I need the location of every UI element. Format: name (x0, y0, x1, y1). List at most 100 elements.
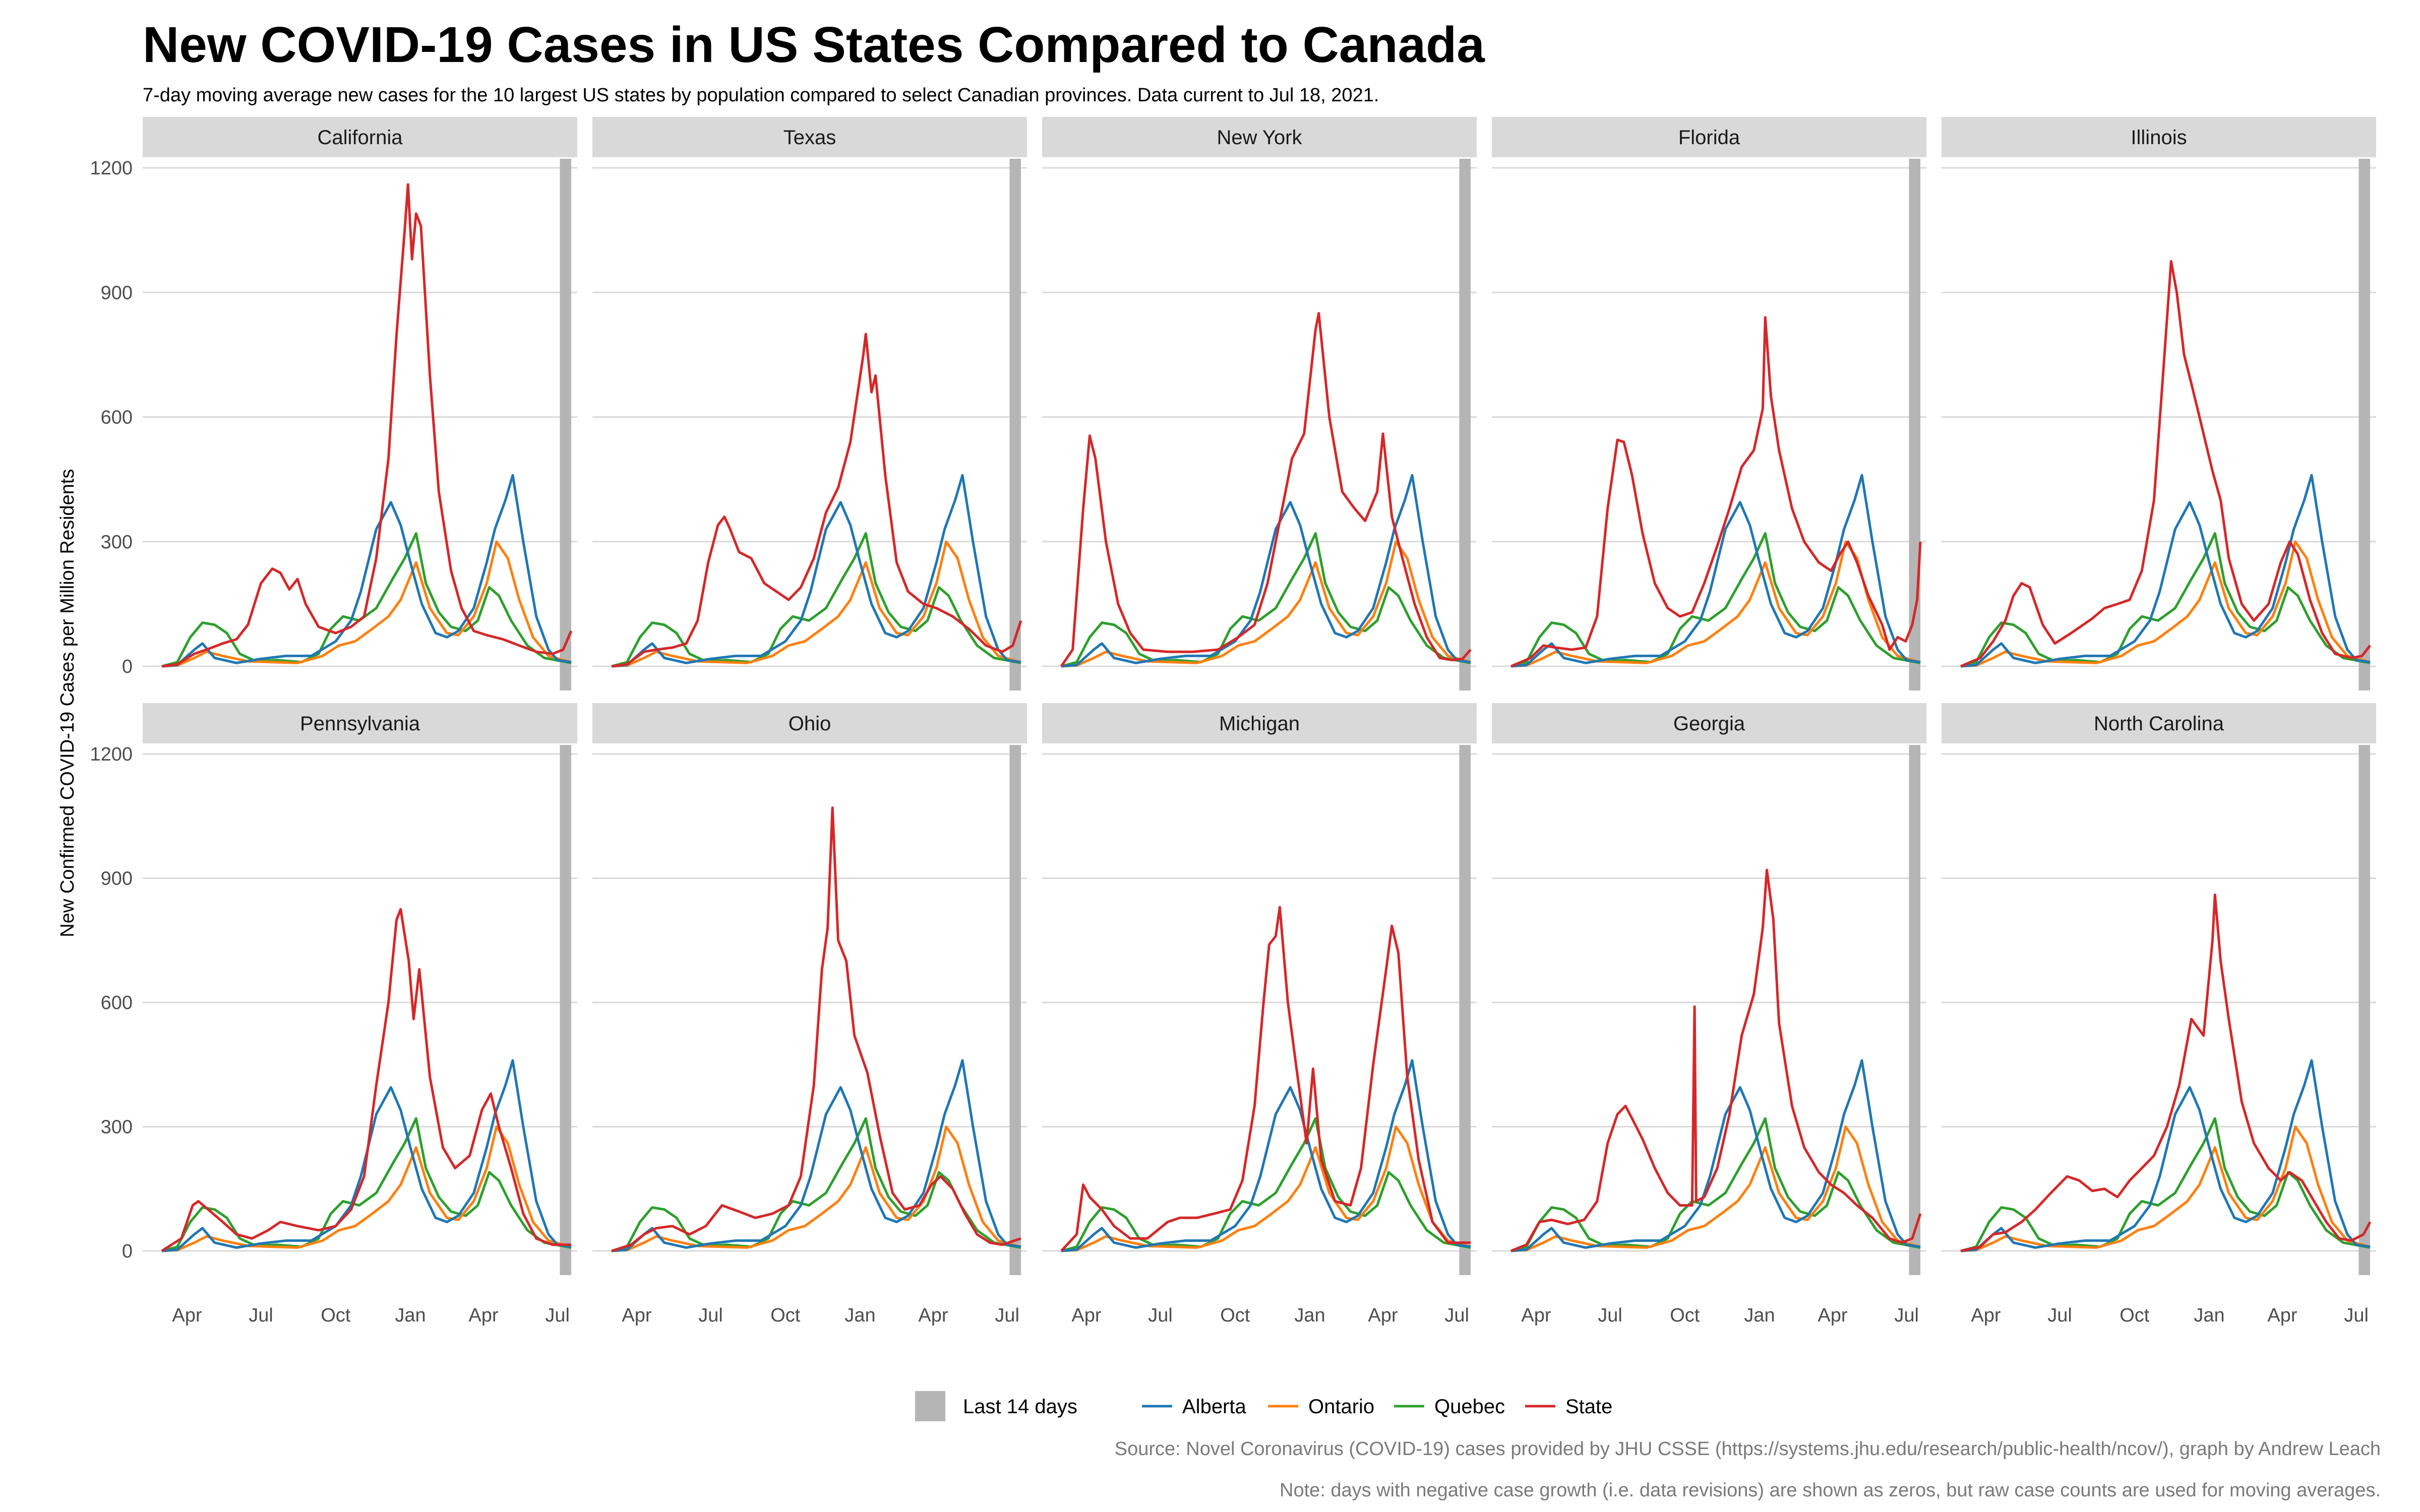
y-tick-label: 600 (101, 992, 133, 1014)
x-tick-label: Apr (2267, 1305, 2297, 1326)
facet-strip-label: Pennsylvania (300, 713, 420, 735)
series-line-quebec (1061, 1117, 1471, 1252)
facet-strip-label: Georgia (1673, 713, 1745, 735)
y-tick-label: 300 (101, 532, 133, 553)
series-line-alberta (1510, 474, 1921, 668)
series-line-state (611, 806, 1021, 1252)
facet-strip (143, 117, 577, 157)
x-tick-label: Jul (2047, 1305, 2072, 1326)
legend-key-last-14-days (915, 1391, 945, 1421)
series-line-ontario (1061, 540, 1471, 668)
series-line-ontario (611, 1125, 1021, 1252)
series-line-state (1510, 868, 1922, 1252)
series-line-quebec (1960, 1117, 2371, 1252)
facet-strip-label: New York (1217, 127, 1303, 149)
facet-strip (1492, 703, 1926, 743)
last-14-days-band (2358, 159, 2370, 690)
x-tick-label: Jul (1894, 1305, 1919, 1326)
series-line-quebec (161, 532, 572, 668)
legend-label: Ontario (1308, 1396, 1374, 1418)
legend-label: Quebec (1434, 1396, 1505, 1418)
x-tick-label: Apr (1368, 1305, 1398, 1326)
revision-note: Note: days with negative case growth (i.… (1280, 1480, 2381, 1501)
facet-strip (1042, 117, 1477, 157)
facet-panel-california: California 0 300 600 900 1200 (90, 117, 577, 690)
series-line-ontario (161, 1125, 572, 1252)
y-tick-label: 900 (101, 282, 133, 303)
x-tick-label: Oct (1220, 1305, 1250, 1326)
series-line-state (1960, 893, 2372, 1252)
chart-title: New COVID-19 Cases in US States Compared… (143, 17, 1485, 73)
series-line-quebec (1061, 532, 1471, 668)
facet-strip (592, 703, 1027, 743)
x-tick-label: Apr (1521, 1305, 1551, 1326)
facet-strip (592, 117, 1027, 157)
facet-panel-texas: Texas (592, 117, 1027, 690)
y-tick-label: 0 (122, 656, 133, 677)
x-tick-label: Jan (1744, 1305, 1775, 1326)
series-line-state (1960, 260, 2371, 668)
series-line-quebec (1510, 1117, 1921, 1252)
x-tick-label: Apr (1071, 1305, 1101, 1326)
x-tick-label: Apr (468, 1305, 498, 1326)
facet-strip-label: California (318, 127, 403, 149)
x-tick-label: Jul (1148, 1305, 1173, 1326)
series-line-alberta (161, 474, 572, 668)
series-line-quebec (1510, 532, 1921, 668)
legend-label: State (1565, 1396, 1612, 1418)
series-line-state (1510, 316, 1922, 668)
source-note: Source: Novel Coronavirus (COVID-19) cas… (1114, 1438, 2381, 1460)
facet-panel-pennsylvania: Pennsylvania 0 300 600 900 1200 Apr Jul Oct Jan Ap… (90, 703, 577, 1326)
series-line-alberta (611, 474, 1021, 668)
facet-panel-new-york: New York (1042, 117, 1477, 690)
x-tick-label: Oct (770, 1305, 801, 1326)
last-14-days-band (1009, 745, 1021, 1275)
series-line-ontario (1960, 1125, 2371, 1252)
y-tick-label: 1200 (90, 158, 133, 179)
facet-strip (1942, 117, 2376, 157)
last-14-days-band (2358, 745, 2370, 1275)
series-line-alberta (1960, 1059, 2371, 1252)
series-line-state (161, 183, 573, 668)
x-tick-label: Jan (2194, 1305, 2224, 1326)
series-line-alberta (1960, 474, 2371, 668)
x-tick-label: Apr (622, 1305, 651, 1326)
series-line-quebec (611, 532, 1021, 668)
x-tick-label: Jan (1294, 1305, 1325, 1326)
facet-strip-label: Ohio (789, 713, 831, 735)
last-14-days-band (1909, 745, 1920, 1275)
x-tick-label: Jan (844, 1305, 875, 1326)
series-line-ontario (611, 540, 1021, 668)
series-line-alberta (1061, 474, 1471, 668)
facet-panel-illinois: Illinois (1942, 117, 2376, 690)
facet-strip (1042, 703, 1477, 743)
series-line-state (1060, 906, 1471, 1252)
x-tick-label: Jan (395, 1305, 426, 1326)
facet-strip (1942, 703, 2376, 743)
facet-panel-florida: Florida (1492, 117, 1926, 690)
series-line-quebec (1960, 532, 2371, 668)
x-tick-label: Jul (545, 1305, 570, 1326)
x-tick-label: Apr (172, 1305, 202, 1326)
facet-strip (1492, 117, 1926, 157)
series-line-alberta (161, 1059, 572, 1252)
x-tick-label: Oct (321, 1305, 351, 1326)
series-line-ontario (1960, 540, 2371, 668)
x-tick-label: Jul (995, 1305, 1019, 1326)
series-line-ontario (1510, 540, 1921, 668)
last-14-days-band (1009, 159, 1021, 690)
facet-strip-label: North Carolina (2094, 713, 2224, 735)
facet-panel-georgia: Georgia Apr Jul Oct Jan Apr Jul (1492, 703, 1926, 1326)
x-tick-label: Oct (2120, 1305, 2150, 1326)
y-axis-title: New Confirmed COVID-19 Cases per Million… (57, 469, 78, 937)
x-tick-label: Apr (1818, 1305, 1847, 1326)
facet-strip (143, 703, 577, 743)
series-line-alberta (1510, 1059, 1921, 1252)
x-tick-label: Apr (1971, 1305, 2001, 1326)
x-tick-label: Jul (249, 1305, 273, 1326)
x-tick-label: Jul (2344, 1305, 2369, 1326)
series-line-alberta (611, 1059, 1021, 1252)
legend-label: Last 14 days (963, 1396, 1077, 1418)
facet-panel-michigan: Michigan Apr Jul Oct Jan Apr Jul (1042, 703, 1477, 1326)
